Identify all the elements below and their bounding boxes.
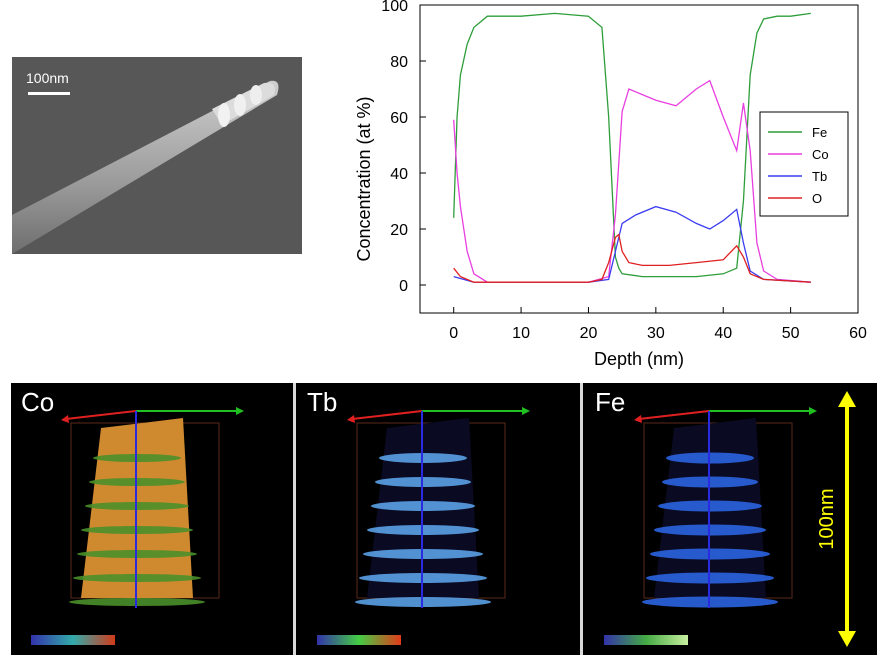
atom-map-co	[31, 407, 244, 645]
atom-maps-svg: 100nm	[31, 391, 856, 647]
colour-scale-bar	[317, 635, 401, 645]
axis-green-head	[236, 407, 244, 415]
y-tick-label: 0	[399, 278, 408, 295]
x-tick-label: 40	[714, 325, 732, 342]
x-axis-label: Depth (nm)	[594, 349, 684, 369]
colour-scale-bar	[31, 635, 115, 645]
atom-maps: 100nm Co Tb Fe	[11, 383, 877, 655]
colour-scale-bar	[604, 635, 688, 645]
panel-divider	[293, 383, 296, 655]
y-tick-label: 40	[390, 166, 408, 183]
legend-label: Co	[812, 147, 829, 162]
y-tick-label: 100	[381, 0, 408, 15]
axis-green-head	[522, 407, 530, 415]
nanotip-graphic	[12, 80, 279, 254]
axis-red-head	[347, 415, 355, 423]
axis-red-head	[634, 415, 642, 423]
panel-title-fe: Fe	[595, 387, 626, 417]
atom-map-tb	[317, 407, 530, 645]
atom-map-fe	[604, 407, 817, 645]
x-tick-label: 30	[647, 325, 665, 342]
axis-red-head	[61, 415, 69, 423]
panel-title-tb: Tb	[307, 387, 338, 417]
x-tick-label: 10	[512, 325, 530, 342]
concentration-chart: 0 10 20 30 40 50 60 0 20 40 60 80 100 Depth (nm) Conce…	[340, 0, 888, 370]
legend-label: O	[812, 191, 822, 206]
scale-arrow-bottom	[838, 631, 856, 647]
plot-frame	[419, 4, 859, 314]
scale-bar	[28, 92, 70, 95]
x-tick-label: 50	[782, 325, 800, 342]
x-tick-label: 60	[849, 325, 867, 342]
series-line-o	[453, 233, 811, 283]
chart-svg: 0 10 20 30 40 50 60 0 20 40 60 80 100 Depth (nm) Conce…	[354, 0, 867, 369]
axis-red	[65, 410, 137, 420]
panel-divider	[580, 383, 583, 655]
scale-arrow-label: 100nm	[816, 488, 838, 549]
y-tick-label: 60	[390, 110, 408, 127]
x-tick-label: 0	[449, 325, 458, 342]
axis-red	[351, 410, 423, 420]
x-tick-label: 20	[580, 325, 598, 342]
series-line-fe	[453, 12, 811, 278]
legend-box	[759, 111, 849, 217]
legend-label: Fe	[812, 125, 827, 140]
scale-arrow-top	[838, 391, 856, 407]
y-axis-label: Concentration (at %)	[354, 96, 374, 261]
series-line-co	[453, 79, 811, 283]
legend-label: Tb	[812, 169, 827, 184]
axis-red	[638, 410, 710, 420]
scale-bar-label: 100nm	[26, 70, 69, 86]
axis-green-head	[809, 407, 817, 415]
y-tick-label: 20	[390, 222, 408, 239]
sem-image: 100nm	[12, 57, 302, 254]
panel-title-co: Co	[21, 387, 55, 417]
y-tick-label: 80	[390, 54, 408, 71]
